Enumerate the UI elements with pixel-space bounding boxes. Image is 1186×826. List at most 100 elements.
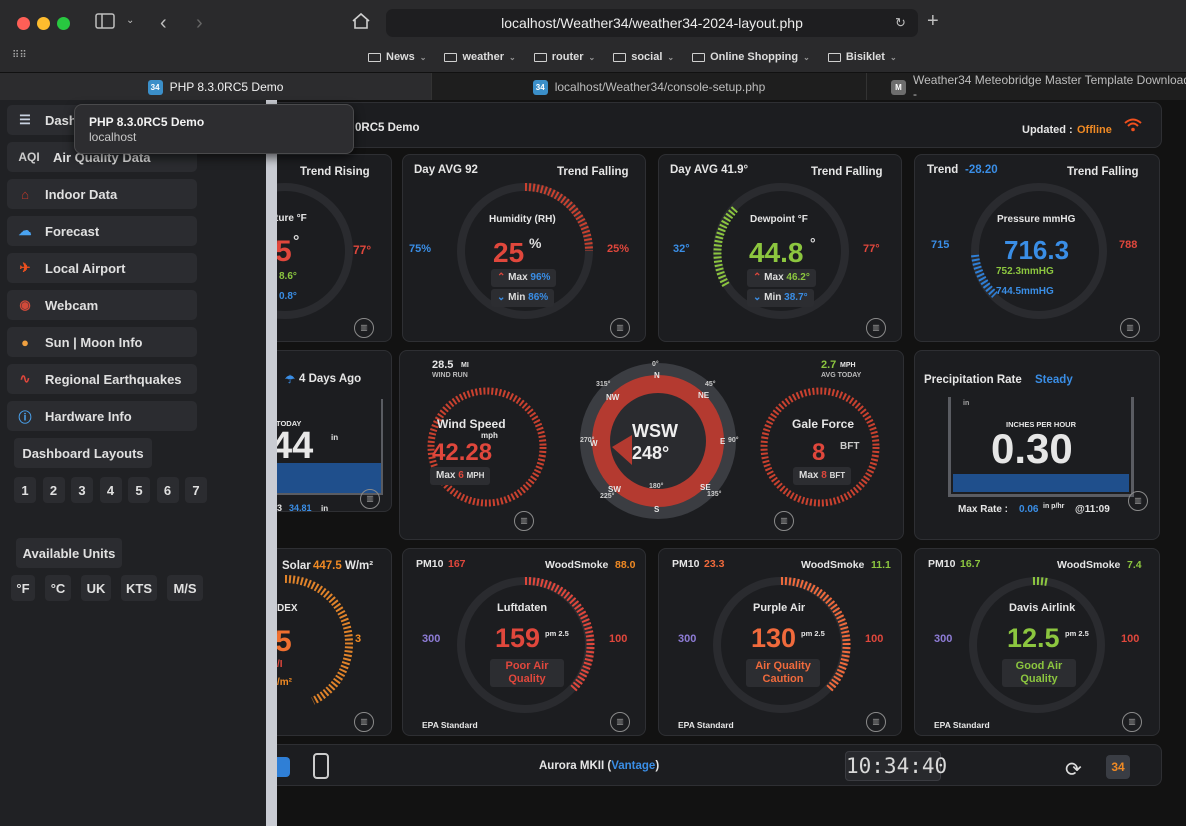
unit-button-f[interactable]: °F xyxy=(11,575,35,601)
chart-icon[interactable]: ▥ xyxy=(354,318,374,338)
aq-right: 100 xyxy=(609,633,628,645)
forward-icon[interactable]: › xyxy=(196,12,203,34)
watch-icon[interactable] xyxy=(313,753,329,779)
bookmark-folder[interactable]: social ⌄ xyxy=(613,48,674,66)
rain-gauge-glass xyxy=(273,399,383,495)
aq-gauge xyxy=(713,576,851,713)
sidebar-item-local-airport[interactable]: ✈ Local Airport xyxy=(7,253,197,283)
aq-value: 12.5 xyxy=(1007,623,1060,653)
browser-toolbar: ⌄ ‹ › localhost/Weather34/weather34-2024… xyxy=(0,0,1186,72)
aq-sensor-name: Purple Air xyxy=(753,602,806,614)
bookmark-folder[interactable]: News ⌄ xyxy=(368,48,426,66)
woodsmoke-value: 88.0 xyxy=(615,559,636,571)
wind-avg-unit: MPH xyxy=(840,362,856,369)
pressure-max-side: 788 xyxy=(1119,239,1138,251)
humidity-min: 86% xyxy=(528,292,549,303)
rain-value: 44 xyxy=(271,425,314,467)
chart-icon[interactable]: ▥ xyxy=(866,318,886,338)
new-tab-icon[interactable]: + xyxy=(927,10,939,32)
tab-meteobridge[interactable]: M Weather34 Meteobridge Master Template … xyxy=(867,73,1186,101)
layout-button-3[interactable]: 3 xyxy=(71,477,93,503)
wind-avg-label: AVG TODAY xyxy=(821,372,862,379)
station-label: Aurora MKII (Vantage) xyxy=(539,760,659,772)
chart-icon[interactable]: ▥ xyxy=(866,712,886,732)
chevron-down-icon[interactable]: ⌄ xyxy=(126,15,135,26)
deg-180: 180° xyxy=(649,483,664,490)
dewpoint-label: Dewpoint °F xyxy=(750,214,808,225)
compass-sw: SW xyxy=(608,485,621,494)
home-icon[interactable] xyxy=(351,12,371,35)
station-link[interactable]: Vantage xyxy=(611,760,656,772)
unit-button-uk[interactable]: UK xyxy=(81,575,111,601)
deg-0: 0° xyxy=(652,361,659,368)
info-icon: ⓘ xyxy=(18,409,32,425)
bookmark-folder[interactable]: Bisiklet ⌄ xyxy=(827,48,897,66)
layout-button-1[interactable]: 1 xyxy=(14,477,36,503)
sidebar-item-sun-moon-info[interactable]: ● Sun | Moon Info xyxy=(7,327,197,357)
wind-degrees: 248° xyxy=(632,443,670,463)
layout-button-5[interactable]: 5 xyxy=(128,477,150,503)
seismic-icon: ∿ xyxy=(19,371,31,386)
close-window-button[interactable] xyxy=(17,17,30,30)
deg-90: 90° xyxy=(728,437,739,444)
air-quality-card: PM10 16.7 WoodSmoke 7.4 Davis Airlink 12.5 pm … xyxy=(914,548,1160,736)
sidebar-item-label: Sun | Moon Info xyxy=(45,334,143,350)
sidebar-item-indoor-data[interactable]: ⌂ Indoor Data xyxy=(7,179,197,209)
layout-button-2[interactable]: 2 xyxy=(42,477,65,503)
aq-left: 300 xyxy=(934,633,953,645)
bookmark-folder[interactable]: Online Shopping ⌄ xyxy=(692,48,810,66)
deg-315: 315° xyxy=(596,381,611,388)
layout-button-7[interactable]: 7 xyxy=(185,477,207,503)
sidebar-item-hardware-info[interactable]: ⓘ Hardware Info xyxy=(7,401,197,431)
sidebar-item-forecast[interactable]: ☁ Forecast xyxy=(7,216,197,246)
unit-button-kts[interactable]: KTS xyxy=(121,575,157,601)
dewpoint-value: 44.8 xyxy=(749,237,804,268)
apps-grid-icon[interactable]: ⠿⠿ xyxy=(12,50,27,61)
chart-icon[interactable]: ▥ xyxy=(354,712,374,732)
chart-icon[interactable]: ▥ xyxy=(610,318,630,338)
precip-label: Precipitation Rate xyxy=(924,374,1022,386)
bookmark-folder[interactable]: router ⌄ xyxy=(533,48,595,66)
unit-button-c[interactable]: °C xyxy=(45,575,71,601)
pressure-low: 744.5mmHG xyxy=(996,286,1054,297)
wind-run-label: WIND RUN xyxy=(432,372,468,379)
unit-button-ms[interactable]: M/S xyxy=(167,575,203,601)
weather34-logo-icon[interactable]: 34 xyxy=(1106,755,1130,779)
rain-unit: in xyxy=(331,433,339,442)
compass-e: E xyxy=(720,437,726,446)
aq-sensor-name: Luftdaten xyxy=(497,602,548,614)
zoom-window-button[interactable] xyxy=(57,17,70,30)
tab-active[interactable]: 34 PHP 8.3.0RC5 Demo xyxy=(0,73,432,101)
chart-icon[interactable]: ▥ xyxy=(610,712,630,732)
chart-icon[interactable]: ▥ xyxy=(514,511,534,531)
folder-icon xyxy=(613,52,627,62)
folder-icon xyxy=(444,52,458,62)
tab-console-setup[interactable]: 34 localhost/Weather34/console-setup.php xyxy=(432,73,867,101)
address-bar[interactable]: localhost/Weather34/weather34-2024-layou… xyxy=(386,9,918,37)
pressure-card: Trend -28.20 Trend Falling Pressure mmHG… xyxy=(914,154,1160,342)
reload-icon[interactable]: ↻ xyxy=(895,15,906,30)
back-icon[interactable]: ‹ xyxy=(160,12,167,34)
sidebar-item-regional-earthquakes[interactable]: ∿ Regional Earthquakes xyxy=(7,364,197,394)
sidebar-item-label: Forecast xyxy=(45,223,100,239)
refresh-icon[interactable]: ⟳ xyxy=(1065,759,1082,781)
sidebar-item-webcam[interactable]: ◉ Webcam xyxy=(7,290,197,320)
layout-button-4[interactable]: 4 xyxy=(99,477,122,503)
bookmark-folder[interactable]: weather ⌄ xyxy=(444,48,516,66)
deg-45: 45° xyxy=(705,381,716,388)
minimize-window-button[interactable] xyxy=(37,17,50,30)
chevron-down-icon: ⌄ xyxy=(889,52,897,62)
webcam-icon: ◉ xyxy=(19,297,31,312)
chart-icon[interactable]: ▥ xyxy=(1120,318,1140,338)
tab-label: Weather34 Meteobridge Master Template Do… xyxy=(912,73,1186,101)
layout-button-6[interactable]: 6 xyxy=(156,477,179,503)
folder-icon xyxy=(692,52,706,62)
chart-icon[interactable]: ▥ xyxy=(1128,491,1148,511)
chart-icon[interactable]: ▥ xyxy=(1122,712,1142,732)
min-label: Min xyxy=(764,292,782,303)
chart-icon[interactable]: ▥ xyxy=(774,511,794,531)
sidebar-divider[interactable] xyxy=(266,100,277,826)
gale-max-unit: BFT xyxy=(829,471,846,480)
sidebar-toggle-icon[interactable] xyxy=(95,13,115,34)
chart-icon[interactable]: ▥ xyxy=(360,489,380,509)
